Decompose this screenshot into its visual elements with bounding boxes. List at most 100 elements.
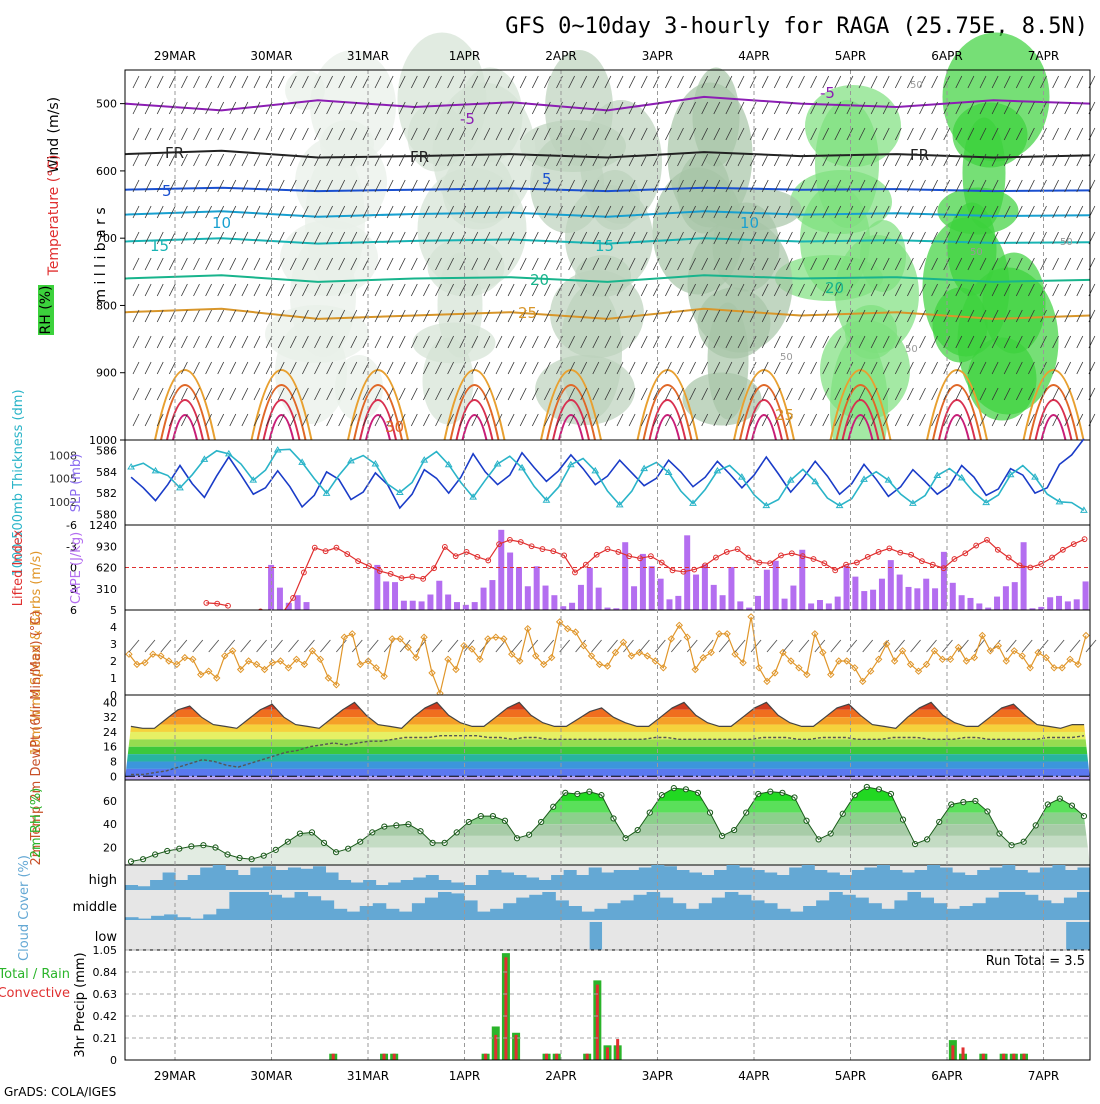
cape-bar	[1083, 581, 1089, 610]
rh-tick: 60	[103, 795, 117, 808]
cape-bar	[472, 602, 478, 610]
cape-bar	[649, 566, 655, 610]
isotherm-label: 5	[162, 182, 172, 200]
cloud-cell	[501, 873, 514, 891]
cape-bar	[675, 596, 681, 610]
cloud-cell	[608, 903, 622, 920]
isotherm-label: 15	[150, 237, 169, 255]
cape-label: CAPE (J/kg)	[69, 532, 84, 604]
isotherm-label: -5	[820, 84, 835, 102]
cloud-cell	[326, 873, 339, 891]
cloud-cell	[268, 895, 282, 920]
date-label-top: 29MAR	[154, 49, 196, 63]
cloud-cell	[660, 898, 674, 920]
temp-band	[125, 762, 1090, 769]
cloud-cell	[827, 873, 840, 891]
rh-label: RH (%)	[38, 286, 54, 335]
cloud-cell	[699, 903, 713, 920]
cloud-cell	[701, 875, 714, 890]
cloud-cell	[360, 906, 374, 920]
cape-bar	[755, 596, 761, 610]
cloud-cell	[281, 898, 295, 920]
cloud-cell	[1025, 895, 1039, 920]
cloud-ylabel: Cloud Cover (%)	[17, 855, 32, 961]
cloud-cell	[1038, 900, 1052, 920]
cloud-cell	[590, 922, 602, 950]
cape-bar	[631, 586, 637, 610]
cloud-cell	[539, 880, 552, 890]
precip-conv-bar	[494, 1035, 497, 1060]
date-label-bottom: 6APR	[931, 1069, 962, 1083]
cloud-cell	[313, 866, 326, 890]
precip-conv-bar	[332, 1054, 335, 1060]
cape-bar	[861, 591, 867, 610]
precip-ylabel: 3hr Precip (mm)	[73, 952, 88, 1057]
date-label-top: 1APR	[449, 49, 480, 63]
cape-bar	[994, 597, 1000, 610]
cloud-cell	[514, 875, 527, 890]
cloud-cell	[952, 873, 965, 891]
cloud-cell	[1002, 865, 1015, 890]
cloud-cell	[1077, 868, 1090, 891]
rh-ylabel: 2m RH (%)	[29, 788, 44, 859]
cape-bar	[303, 602, 309, 610]
temp-tick: 32	[103, 711, 117, 724]
cloud-cell	[175, 880, 188, 890]
cape-tick: 930	[96, 540, 117, 553]
cape-bar	[782, 599, 788, 610]
cape-bar	[950, 583, 956, 610]
cape-bar	[897, 575, 903, 610]
precip-tick: 0.84	[93, 966, 118, 979]
precip-tick: 0.21	[93, 1032, 118, 1045]
cloud-cell	[934, 903, 948, 920]
y-tick-label: 600	[96, 165, 117, 178]
date-label-top: 31MAR	[347, 49, 389, 63]
cloud-cell	[1065, 870, 1078, 890]
cloud-cell	[816, 900, 830, 920]
cloud-cell	[634, 895, 648, 920]
date-label-bottom: 2APR	[545, 1069, 576, 1083]
precip-conv-bar	[586, 1054, 589, 1060]
cloud-cell	[542, 892, 556, 920]
temp-band	[125, 747, 1090, 754]
cape-bar	[543, 586, 549, 610]
temp-band	[125, 769, 1090, 776]
rh-shade-blob	[983, 253, 1046, 354]
cape-bar	[1021, 542, 1027, 610]
cloud-cell	[889, 870, 902, 890]
cape-bar	[516, 567, 522, 610]
cloud-cell	[940, 868, 953, 891]
precip-conv-bar	[393, 1054, 396, 1060]
precip-conv-bar	[1002, 1054, 1005, 1060]
slp-label: SLP (mb)	[69, 454, 84, 513]
cloud-cell	[1077, 892, 1091, 920]
cloud-cell	[1040, 868, 1053, 891]
cloud-cell	[614, 870, 627, 890]
isotherm-label: FR	[410, 148, 429, 166]
cloud-cell	[288, 868, 301, 891]
footer-credit: GrADS: COLA/IGES	[4, 1085, 116, 1099]
cape-bar	[534, 566, 540, 610]
cape-bar	[596, 588, 602, 610]
cloud-cell	[388, 883, 401, 891]
cape-bar	[1056, 596, 1062, 610]
cloud-cell	[712, 898, 726, 920]
cloud-cell	[626, 870, 639, 890]
cloud-cell	[163, 873, 176, 891]
temperature-label: Temperature (°C)	[46, 155, 62, 277]
cape-bar	[852, 577, 858, 610]
cloud-cell	[1015, 870, 1028, 890]
cape-bar	[419, 601, 425, 610]
precip-conv-bar	[1012, 1054, 1015, 1060]
cloud-cell	[907, 892, 921, 920]
cape-bar	[507, 553, 513, 610]
temp-tick: 24	[103, 726, 117, 739]
cloud-cell	[125, 885, 138, 890]
date-label-bottom: 1APR	[449, 1069, 480, 1083]
cape-bar	[976, 603, 982, 610]
cloud-cell	[295, 892, 309, 920]
cloud-cell	[589, 868, 602, 891]
cape-tick: 1240	[89, 519, 117, 532]
wind-tick: 4	[110, 621, 117, 634]
cape-bar	[489, 580, 495, 610]
